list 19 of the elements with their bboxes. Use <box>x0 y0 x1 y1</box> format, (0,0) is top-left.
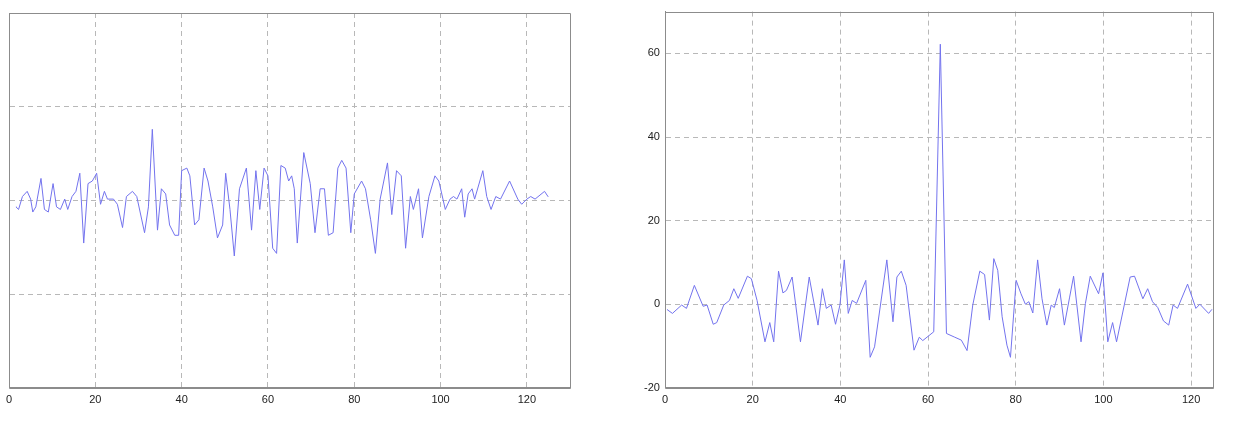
y-tick-label: 20 <box>647 213 660 226</box>
x-tick-label: 100 <box>431 393 450 406</box>
y-tick-label: 40 <box>647 130 660 143</box>
x-tick-label: 100 <box>1094 393 1113 406</box>
x-tick-label: 120 <box>517 393 537 406</box>
x-tick-label: 40 <box>175 393 188 406</box>
x-tick-label: 120 <box>1181 393 1201 406</box>
x-tick-label: 20 <box>746 393 759 406</box>
y-tick-label: 0 <box>653 297 660 310</box>
x-tick-label: 20 <box>89 393 102 406</box>
x-tick-label: 60 <box>921 393 935 406</box>
x-tick-label: 60 <box>261 393 275 406</box>
x-tick-label: 80 <box>1009 393 1022 406</box>
x-tick-label: 0 <box>6 393 13 406</box>
x-tick-label: 80 <box>348 393 361 406</box>
y-tick-label: -20 <box>644 380 660 393</box>
x-tick-label: 0 <box>661 393 669 406</box>
x-tick-label: 40 <box>834 393 847 406</box>
y-tick-label: 60 <box>647 46 660 59</box>
